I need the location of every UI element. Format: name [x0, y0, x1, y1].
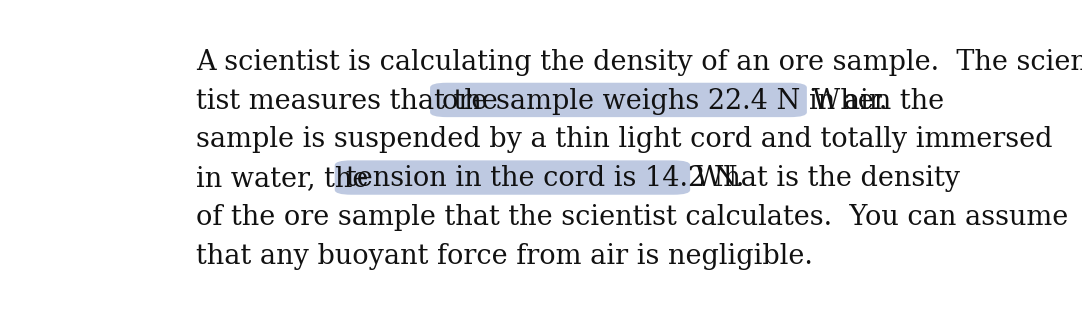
- Text: When the: When the: [795, 87, 945, 115]
- FancyBboxPatch shape: [430, 83, 807, 117]
- Text: tist measures that the: tist measures that the: [196, 87, 506, 115]
- Text: in water, the: in water, the: [196, 165, 377, 192]
- Text: What is the density: What is the density: [678, 165, 961, 192]
- Text: of the ore sample that the scientist calculates.  You can assume: of the ore sample that the scientist cal…: [196, 204, 1068, 231]
- Text: A scientist is calculating the density of an ore sample.  The scien-: A scientist is calculating the density o…: [196, 49, 1082, 76]
- FancyBboxPatch shape: [334, 160, 690, 195]
- Text: that any buoyant force from air is negligible.: that any buoyant force from air is negli…: [196, 243, 813, 270]
- Text: tension in the cord is 14.2 N.: tension in the cord is 14.2 N.: [346, 165, 744, 192]
- Text: sample is suspended by a thin light cord and totally immersed: sample is suspended by a thin light cord…: [196, 126, 1052, 153]
- Text: ore sample weighs 22.4 N in air.: ore sample weighs 22.4 N in air.: [441, 87, 887, 115]
